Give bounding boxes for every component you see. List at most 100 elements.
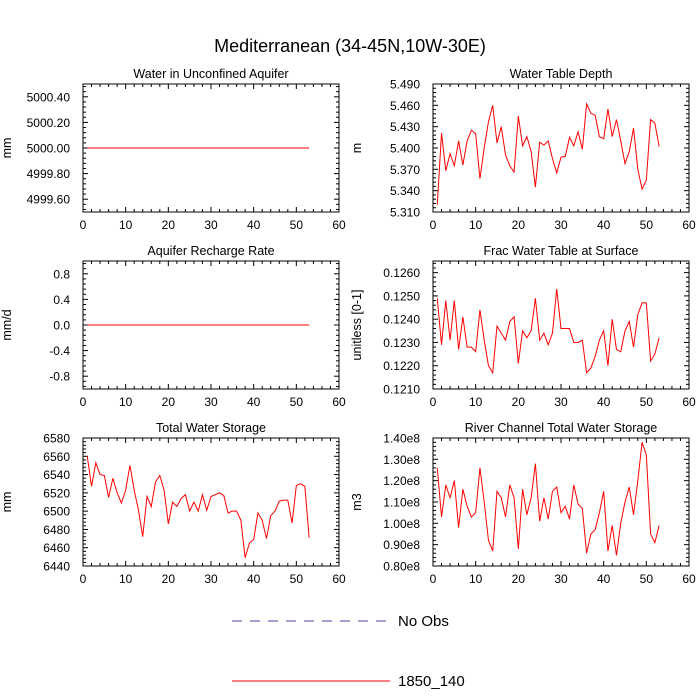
y-tick-label: 1.30e8 <box>383 453 420 467</box>
y-tick-label: 0.1240 <box>383 313 420 327</box>
y-tick-label: 1.20e8 <box>383 474 420 488</box>
panel-title: Frac Water Table at Surface <box>484 244 639 258</box>
x-tick-label: 0 <box>430 395 437 409</box>
y-axis-label: mm <box>0 138 14 159</box>
x-tick-label: 10 <box>469 395 483 409</box>
x-tick-label: 0 <box>430 218 437 232</box>
x-tick-label: 40 <box>247 395 261 409</box>
x-tick-label: 60 <box>682 395 696 409</box>
panel-5: 0 10 20 30 40 50 60 0.80e8 0.90e8 1.00e8 1.10e8 1.2… <box>350 421 696 586</box>
y-tick-label: 5.370 <box>390 163 420 177</box>
series-line-1850-140 <box>436 102 660 205</box>
y-tick-label: 6500 <box>43 505 70 519</box>
y-tick-label: 6540 <box>43 468 70 482</box>
x-tick-label: 40 <box>597 218 611 232</box>
y-tick-label: 0.1260 <box>383 266 420 280</box>
y-tick-label: 0.80e8 <box>383 560 420 574</box>
x-tick-label: 40 <box>247 572 261 586</box>
x-tick-label: 30 <box>204 395 218 409</box>
y-tick-label: -0.4 <box>49 344 70 358</box>
y-tick-label: 4999.60 <box>27 193 71 207</box>
x-tick-label: 20 <box>512 218 526 232</box>
x-tick-label: 50 <box>290 395 304 409</box>
x-tick-label: 0 <box>80 572 87 586</box>
panel-1: 0 10 20 30 40 50 60 5.310 5.340 5.370 5.400 5.430 5.… <box>350 67 696 232</box>
y-tick-label: 6580 <box>43 432 70 446</box>
panel-title: Aquifer Recharge Rate <box>147 244 274 258</box>
y-tick-label: 0.0 <box>53 319 70 333</box>
x-tick-label: 30 <box>554 395 568 409</box>
legend-label-1850-140: 1850_140 <box>398 673 465 690</box>
x-tick-label: 60 <box>332 395 346 409</box>
y-tick-label: 5000.20 <box>27 116 71 130</box>
plot-frame <box>432 83 690 213</box>
y-axis-label: m3 <box>350 493 364 510</box>
x-tick-label: 50 <box>640 218 654 232</box>
x-tick-label: 0 <box>80 218 87 232</box>
panel-2: 0 10 20 30 40 50 60 -0.8 -0.4 0.0 0.4 0.8 Aquifer Re… <box>0 244 346 409</box>
legend-label-no-obs: No Obs <box>398 613 449 630</box>
x-tick-label: 40 <box>247 218 261 232</box>
chart-title: Mediterranean (34-45N,10W-30E) <box>214 36 486 56</box>
x-tick-label: 30 <box>204 218 218 232</box>
y-tick-label: 1.00e8 <box>383 517 420 531</box>
series-line-1850-140 <box>436 442 660 556</box>
y-tick-label: 5.400 <box>390 142 420 156</box>
y-tick-label: -0.8 <box>49 370 70 384</box>
y-axis-label: mm/d <box>0 309 14 340</box>
plot-frame <box>432 437 690 567</box>
y-tick-label: 1.40e8 <box>383 432 420 446</box>
y-axis-label: m <box>350 143 364 153</box>
x-tick-label: 50 <box>290 572 304 586</box>
y-axis-label: mm <box>0 492 14 513</box>
panel-0: 0 10 20 30 40 50 60 4999.60 4999.80 5000.00 5000.2… <box>0 67 346 232</box>
y-tick-label: 5000.00 <box>27 142 71 156</box>
y-axis-label: unitless [0-1] <box>350 290 364 361</box>
y-tick-label: 5.490 <box>390 78 420 92</box>
y-tick-label: 0.90e8 <box>383 538 420 552</box>
legend: No Obs 1850_140 <box>232 613 465 690</box>
panel-title: River Channel Total Water Storage <box>465 421 658 435</box>
y-tick-label: 1.10e8 <box>383 496 420 510</box>
x-tick-label: 50 <box>640 572 654 586</box>
y-tick-label: 0.1220 <box>383 359 420 373</box>
y-tick-label: 0.1230 <box>383 336 420 350</box>
y-tick-label: 6440 <box>43 560 70 574</box>
x-tick-label: 10 <box>119 395 133 409</box>
x-tick-label: 50 <box>290 218 304 232</box>
y-tick-label: 5.340 <box>390 184 420 198</box>
x-tick-label: 20 <box>162 572 176 586</box>
y-tick-label: 0.4 <box>53 293 70 307</box>
y-tick-label: 0.1250 <box>383 289 420 303</box>
x-tick-label: 60 <box>682 218 696 232</box>
x-tick-label: 20 <box>512 395 526 409</box>
x-tick-label: 0 <box>80 395 87 409</box>
y-tick-label: 6480 <box>43 523 70 537</box>
x-tick-label: 40 <box>597 572 611 586</box>
x-tick-label: 20 <box>162 218 176 232</box>
y-tick-label: 6520 <box>43 486 70 500</box>
panel-3: 0 10 20 30 40 50 60 0.1210 0.1220 0.1230 0.1240 0.1… <box>350 244 696 409</box>
panel-title: Total Water Storage <box>156 421 266 435</box>
y-tick-label: 5.310 <box>390 206 420 220</box>
series-line-1850-140 <box>436 288 660 375</box>
y-tick-label: 0.1210 <box>383 383 420 397</box>
panel-4: 0 10 20 30 40 50 60 6440 6460 6480 6500 6520 6540 656… <box>0 421 346 586</box>
y-tick-label: 4999.80 <box>27 167 71 181</box>
y-tick-label: 5000.40 <box>27 90 71 104</box>
x-tick-label: 20 <box>162 395 176 409</box>
x-tick-label: 30 <box>554 572 568 586</box>
x-tick-label: 40 <box>597 395 611 409</box>
x-tick-label: 0 <box>430 572 437 586</box>
y-tick-label: 6460 <box>43 541 70 555</box>
panel-title: Water in Unconfined Aquifer <box>133 67 288 81</box>
y-tick-label: 5.430 <box>390 120 420 134</box>
x-tick-label: 50 <box>640 395 654 409</box>
x-tick-label: 20 <box>512 572 526 586</box>
y-tick-label: 6560 <box>43 450 70 464</box>
x-tick-label: 10 <box>119 572 133 586</box>
x-tick-label: 10 <box>469 572 483 586</box>
series-line-1850-140 <box>86 456 310 558</box>
x-tick-label: 10 <box>469 218 483 232</box>
